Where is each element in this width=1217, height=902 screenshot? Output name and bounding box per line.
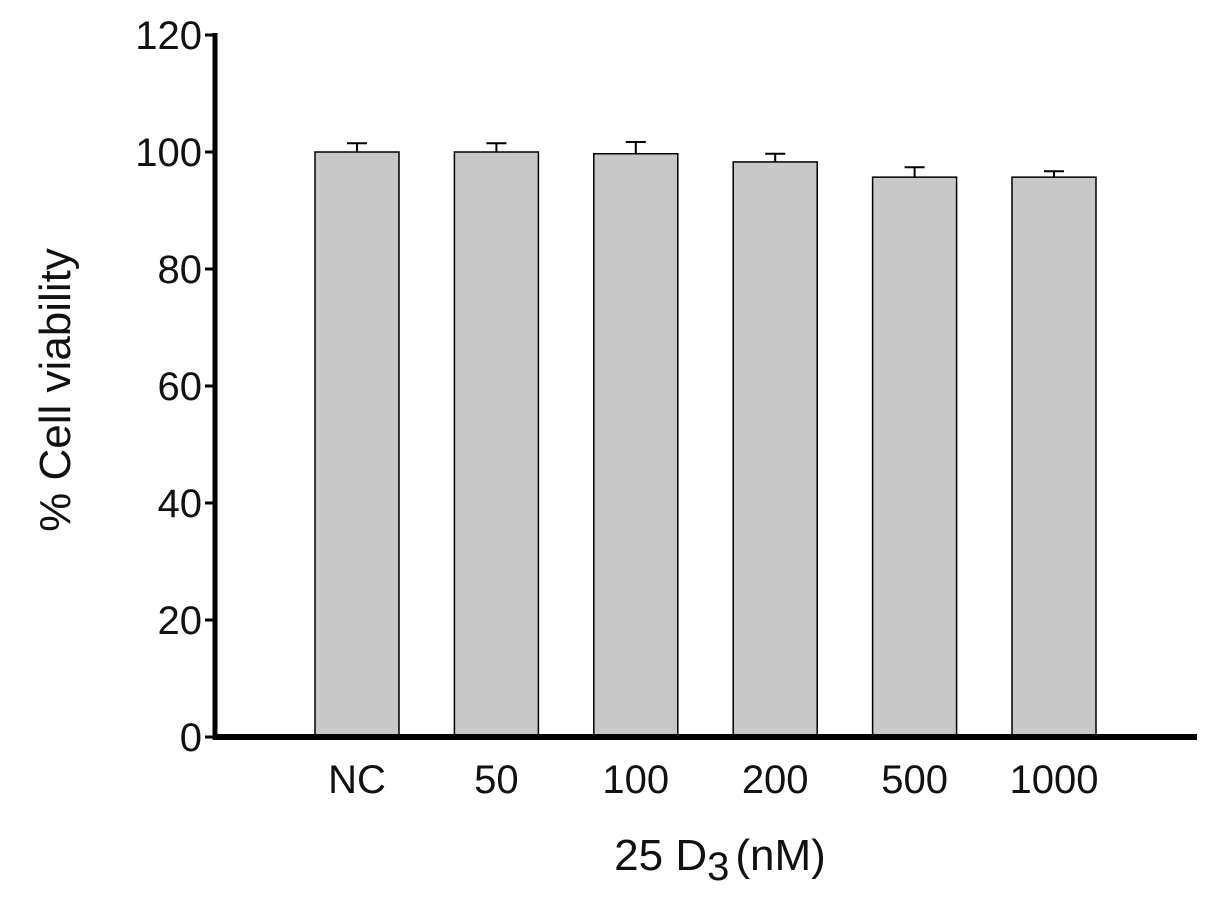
y-tick-label: 60: [158, 365, 203, 409]
y-axis-label: % Cell viability: [31, 248, 80, 532]
x-label-suffix: (nM): [735, 831, 825, 880]
y-tick-label: 100: [135, 131, 202, 175]
x-tick-label: 100: [602, 758, 669, 802]
y-tick-label: 40: [158, 482, 203, 526]
x-tick-label: NC: [328, 758, 386, 802]
bar: [314, 151, 400, 738]
bar: [453, 151, 540, 738]
x-label-text: 25 D: [614, 831, 707, 880]
bar: [732, 161, 818, 738]
y-tick-label: 0: [180, 716, 202, 760]
bar: [593, 153, 679, 738]
y-tick-label: 120: [135, 14, 202, 58]
x-tick-label: 1000: [1010, 758, 1099, 802]
x-axis-label: 25 D3 (nM): [614, 831, 826, 889]
x-label-subscript: 3: [707, 845, 729, 889]
x-tick-label: 500: [881, 758, 948, 802]
y-tick-label: 20: [158, 599, 203, 643]
bar: [1011, 176, 1097, 738]
x-tick-label: 200: [742, 758, 809, 802]
bar: [871, 176, 958, 738]
y-tick-label: 80: [158, 248, 203, 292]
x-tick-label: 50: [474, 758, 519, 802]
